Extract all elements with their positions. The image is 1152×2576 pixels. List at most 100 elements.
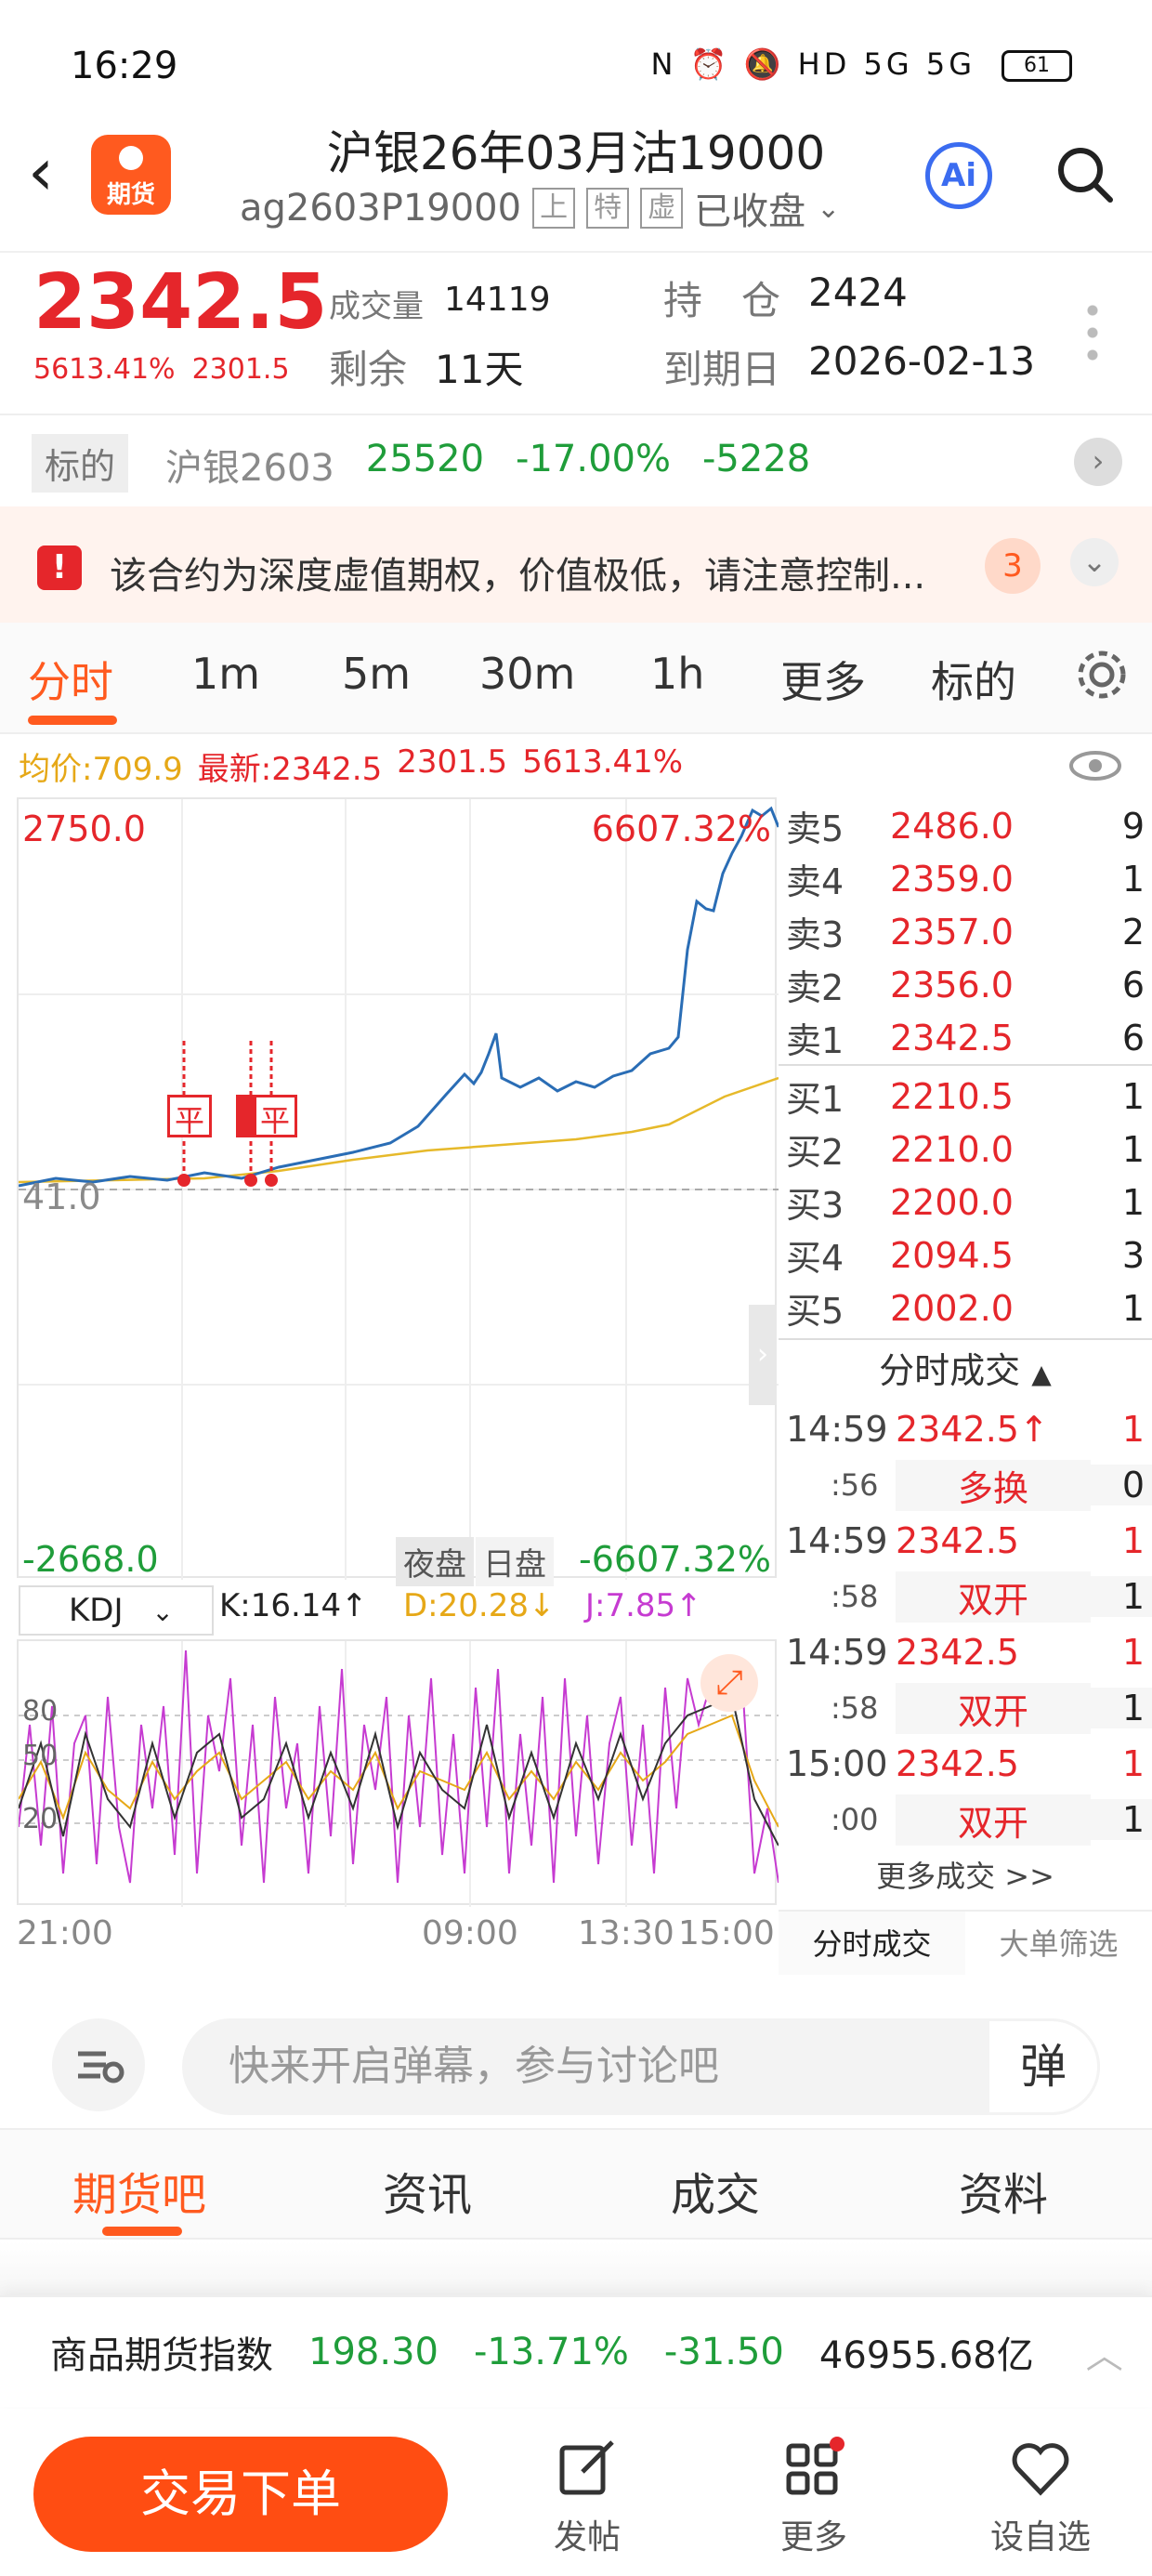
danmu-toggle-button[interactable]: 弹 bbox=[987, 2018, 1100, 2115]
underlying-row[interactable]: 标的 沪银2603 25520 -17.00% -5228 › bbox=[0, 414, 1152, 506]
expand-icon[interactable]: ⤢ bbox=[700, 1654, 758, 1712]
bid-row[interactable]: 买3 2200.0 1 bbox=[786, 1181, 1145, 1227]
comment-bar: 快来开启弹幕，参与讨论吧 弹 bbox=[0, 1998, 1152, 2119]
add-watchlist-button[interactable]: 设自选 bbox=[975, 2437, 1106, 2558]
bid-row[interactable]: 买5 2002.0 1 bbox=[786, 1287, 1145, 1333]
tab-trades[interactable]: 成交 bbox=[671, 2169, 761, 2221]
tab-profile[interactable]: 资料 bbox=[959, 2169, 1049, 2221]
underlying-price: 25520 bbox=[365, 438, 485, 480]
change-percent: 5613.41% bbox=[33, 353, 176, 386]
ai-button[interactable]: Ai bbox=[925, 142, 992, 209]
tab-30m[interactable]: 30m bbox=[479, 649, 576, 699]
night-session-label[interactable]: 夜盘 bbox=[396, 1537, 474, 1586]
last-price: 2342.5 bbox=[33, 258, 328, 347]
tick-row-detail: :56 多换 0 bbox=[779, 1457, 1152, 1513]
index-value: 198.30 bbox=[308, 2331, 439, 2373]
remain-label: 剩余 bbox=[329, 347, 408, 392]
more-options-icon[interactable] bbox=[1087, 299, 1098, 364]
ask-row[interactable]: 卖2 2356.0 6 bbox=[786, 964, 1145, 1009]
kdj-header: KDJ ⌄ K:16.14↑ D:20.28↓ J:7.85↑ bbox=[17, 1580, 777, 1639]
index-ticker[interactable]: 商品期货指数 198.30 -13.71% -31.50 46955.68亿 ︿ bbox=[0, 2295, 1152, 2407]
close-marker-1[interactable]: 平 bbox=[167, 1095, 212, 1138]
underlying-badge: 标的 bbox=[32, 434, 129, 493]
tab-intraday[interactable]: 分时 bbox=[28, 657, 113, 707]
danmu-input[interactable]: 快来开启弹幕，参与讨论吧 bbox=[182, 2018, 1100, 2115]
ticks-title[interactable]: 分时成交 ▲ bbox=[879, 1350, 1052, 1391]
contract-subline[interactable]: ag2603P19000 上 特 虚 已收盘 ⌄ bbox=[240, 181, 840, 235]
back-icon[interactable]: ‹ bbox=[28, 134, 54, 210]
ask-row[interactable]: 卖5 2486.0 9 bbox=[786, 805, 1145, 850]
expiry-value: 2026-02-13 bbox=[808, 338, 1036, 384]
time-label-afternoon: 13:30 bbox=[578, 1914, 674, 1952]
tab-1h[interactable]: 1h bbox=[650, 649, 705, 699]
tab-ticks[interactable]: 分时成交 bbox=[779, 1912, 965, 1975]
status-icons: N ⏰ 🔕 HD 5G 5G bbox=[650, 46, 975, 82]
tab-news[interactable]: 资讯 bbox=[383, 2169, 473, 2221]
chevron-down-icon: ⌄ bbox=[151, 1597, 174, 1627]
open-interest-value: 2424 bbox=[808, 269, 908, 315]
tab-forum[interactable]: 期货吧 bbox=[72, 2169, 207, 2221]
order-book: 卖5 2486.0 9 卖4 2359.0 1 卖3 2357.0 2 卖2 2356.0 6 … bbox=[779, 797, 1152, 1905]
tab-indicator bbox=[102, 2227, 182, 2236]
bid-row[interactable]: 买1 2210.5 1 bbox=[786, 1075, 1145, 1121]
index-name: 商品期货指数 bbox=[50, 2334, 273, 2377]
trade-order-button[interactable]: 交易下单 bbox=[33, 2437, 448, 2552]
latest-price: 最新:2342.5 bbox=[197, 751, 383, 788]
intraday-chart[interactable]: 平 平 2750.0 6607.32% 41.0 -2668.0 -6607.3… bbox=[17, 797, 779, 1586]
danmu-list-icon[interactable] bbox=[52, 2018, 145, 2111]
status-bar: 16:29 N ⏰ 🔕 HD 5G 5G 61 bbox=[0, 0, 1152, 125]
battery-icon: 61 bbox=[1001, 50, 1072, 82]
contract-code: ag2603P19000 bbox=[240, 187, 522, 230]
ask-row[interactable]: 卖1 2342.5 6 bbox=[786, 1017, 1145, 1062]
tag-shanghai: 上 bbox=[532, 188, 576, 229]
bid-row[interactable]: 买4 2094.5 3 bbox=[786, 1234, 1145, 1280]
clock: 16:29 bbox=[71, 45, 178, 87]
indicator-select[interactable]: KDJ ⌄ bbox=[19, 1585, 214, 1636]
kdj-level-20: 20 bbox=[22, 1803, 59, 1835]
kdj-level-50: 50 bbox=[22, 1740, 59, 1772]
day-session-label[interactable]: 日盘 bbox=[476, 1537, 554, 1586]
edit-icon bbox=[559, 2440, 614, 2495]
tag-special: 特 bbox=[586, 188, 630, 229]
tick-row: 14:59 2342.5↑ 1 bbox=[786, 1409, 1145, 1450]
remain-value: 11天 bbox=[435, 347, 524, 392]
close-marker-2[interactable]: 平 bbox=[253, 1095, 297, 1138]
futures-logo: 期货 bbox=[91, 135, 171, 215]
quote-panel: 2342.5 5613.41% 2301.5 成交量 14119 剩余 11天 … bbox=[0, 251, 1152, 418]
volume-value: 14119 bbox=[444, 281, 551, 319]
bid-row[interactable]: 买2 2210.0 1 bbox=[786, 1128, 1145, 1174]
panel-toggle-icon[interactable]: › bbox=[749, 1305, 777, 1405]
page-title: 沪银26年03月沽19000 bbox=[326, 126, 826, 180]
y-axis-mid-label: 41.0 bbox=[22, 1176, 101, 1217]
more-button[interactable]: 更多 bbox=[749, 2437, 879, 2558]
time-label-start: 21:00 bbox=[17, 1914, 113, 1952]
kdj-k-value: K:16.14↑ bbox=[219, 1587, 368, 1624]
tick-list: 14:59 2342.5↑ 1 :56 多换 0 14:59 2342.5 1 :58 双开 1… bbox=[779, 1401, 1152, 1847]
market-state: 已收盘 bbox=[694, 191, 806, 233]
chevron-up-icon[interactable]: ︿ bbox=[1085, 2334, 1123, 2377]
y-axis-top-label: 2750.0 bbox=[22, 808, 146, 849]
chevron-down-icon[interactable]: ⌄ bbox=[817, 191, 841, 225]
tab-1m[interactable]: 1m bbox=[191, 649, 261, 699]
tab-more[interactable]: 更多 bbox=[780, 657, 866, 707]
ask-row[interactable]: 卖4 2359.0 1 bbox=[786, 858, 1145, 903]
settings-gear-icon[interactable] bbox=[1074, 647, 1130, 703]
kdj-chart[interactable]: 80 50 20 ⤢ bbox=[17, 1639, 779, 1907]
more-ticks-link[interactable]: 更多成交 >> bbox=[876, 1859, 1054, 1894]
tick-row-detail: :58 双开 1 bbox=[779, 1569, 1152, 1624]
post-button[interactable]: 发帖 bbox=[522, 2437, 652, 2558]
tab-5m[interactable]: 5m bbox=[342, 649, 412, 699]
eye-icon[interactable] bbox=[1068, 749, 1122, 782]
close-marker-3[interactable] bbox=[236, 1095, 256, 1137]
post-label: 发帖 bbox=[553, 2518, 621, 2556]
chevron-right-icon[interactable]: › bbox=[1074, 438, 1122, 486]
underlying-name: 沪银2603 bbox=[165, 447, 334, 490]
ask-row[interactable]: 卖3 2357.0 2 bbox=[786, 911, 1145, 956]
search-icon[interactable] bbox=[1054, 144, 1114, 204]
chevron-down-icon[interactable]: ⌄ bbox=[1070, 538, 1119, 586]
risk-warning-banner[interactable]: ! 该合约为深度虚值期权，价值极低，请注意控制... 3 ⌄ bbox=[0, 506, 1152, 623]
time-label-morning: 09:00 bbox=[422, 1914, 518, 1952]
latest-pct: 5613.41% bbox=[522, 743, 684, 781]
tab-underlying[interactable]: 标的 bbox=[931, 657, 1016, 707]
tab-large-orders[interactable]: 大单筛选 bbox=[999, 1926, 1119, 1962]
